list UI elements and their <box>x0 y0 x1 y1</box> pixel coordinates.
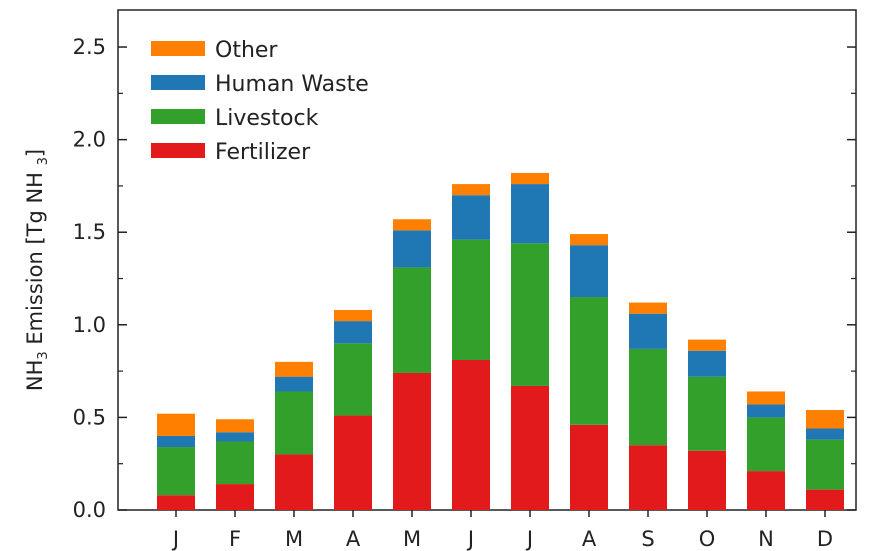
bar-livestock-8 <box>629 348 667 446</box>
legend-label-other: Other <box>215 38 278 63</box>
x-tick-label: M <box>285 527 303 551</box>
bar-fertilizer-3 <box>334 415 372 510</box>
bar-other-6 <box>511 172 549 185</box>
bar-human-waste-2 <box>275 376 313 392</box>
y-axis-label-post: ] <box>23 149 47 157</box>
bar-fertilizer-7 <box>570 424 608 510</box>
x-tick-label: M <box>403 527 421 551</box>
legend-swatch-fertilizer <box>151 143 205 158</box>
bar-other-1 <box>216 419 254 433</box>
bar-livestock-6 <box>511 243 549 386</box>
x-tick-label: J <box>525 527 533 551</box>
y-tick-label: 0.0 <box>73 498 106 522</box>
legend-label-fertilizer: Fertilizer <box>215 140 311 165</box>
bar-human-waste-10 <box>747 404 785 418</box>
y-axis-label-sub2: 3 <box>36 157 51 165</box>
bar-fertilizer-1 <box>216 484 254 510</box>
y-tick-label: 2.0 <box>73 128 106 152</box>
y-tick-label: 1.0 <box>73 313 106 337</box>
bar-human-waste-0 <box>157 435 195 448</box>
bar-livestock-4 <box>393 267 431 373</box>
bar-other-11 <box>806 410 844 429</box>
x-tick-label: A <box>346 527 361 551</box>
legend-label-livestock: Livestock <box>215 106 319 131</box>
bar-human-waste-6 <box>511 184 549 244</box>
bars-group <box>157 172 844 510</box>
legend-swatch-livestock <box>151 109 205 124</box>
legend-swatch-human-waste <box>151 75 205 90</box>
bar-fertilizer-9 <box>688 450 726 510</box>
bar-other-2 <box>275 361 313 377</box>
bar-human-waste-8 <box>629 313 667 349</box>
bar-livestock-7 <box>570 297 608 425</box>
y-ticks-group: 0.0 0.5 1.0 1.5 2.0 2.5 <box>73 35 856 522</box>
bar-fertilizer-8 <box>629 445 667 510</box>
legend-label-human-waste: Human Waste <box>215 72 369 97</box>
bar-livestock-0 <box>157 447 195 496</box>
bar-human-waste-5 <box>452 195 490 240</box>
bar-livestock-9 <box>688 376 726 451</box>
x-tick-label: J <box>171 527 179 551</box>
x-tick-label: S <box>641 527 654 551</box>
bar-livestock-10 <box>747 417 785 472</box>
x-tick-label: A <box>582 527 597 551</box>
x-tick-label: O <box>699 527 716 551</box>
bar-other-5 <box>452 184 490 196</box>
bar-other-3 <box>334 310 372 322</box>
bar-other-0 <box>157 413 195 436</box>
y-tick-label: 2.5 <box>73 35 106 59</box>
bar-other-10 <box>747 391 785 405</box>
bar-human-waste-3 <box>334 321 372 344</box>
bar-human-waste-7 <box>570 245 608 298</box>
bar-human-waste-1 <box>216 432 254 442</box>
bar-livestock-11 <box>806 439 844 490</box>
legend-swatch-other <box>151 41 205 56</box>
y-tick-label: 1.5 <box>73 220 106 244</box>
bar-fertilizer-4 <box>393 372 431 510</box>
y-axis-label-pre: NH <box>23 360 47 392</box>
bar-human-waste-9 <box>688 350 726 377</box>
y-tick-label: 0.5 <box>73 405 106 429</box>
x-tick-label: J <box>466 527 474 551</box>
bar-livestock-5 <box>452 239 490 360</box>
bar-human-waste-11 <box>806 428 844 440</box>
bar-fertilizer-6 <box>511 385 549 510</box>
bar-other-4 <box>393 219 431 231</box>
bar-livestock-1 <box>216 441 254 485</box>
plot-area: 0.0 0.5 1.0 1.5 2.0 2.5 J F M A M J J A S O N D <box>73 9 857 551</box>
bar-other-9 <box>688 339 726 351</box>
y-axis-label-sub1: 3 <box>36 351 51 359</box>
bar-fertilizer-2 <box>275 454 313 510</box>
x-tick-label: F <box>229 527 241 551</box>
legend: Other Human Waste Livestock Fertilizer <box>151 38 369 165</box>
bar-fertilizer-5 <box>452 360 490 510</box>
y-axis-label-mid: Emission [Tg NH <box>23 165 47 351</box>
bar-fertilizer-11 <box>806 489 844 510</box>
x-tick-label: N <box>758 527 774 551</box>
bar-other-7 <box>570 234 608 246</box>
y-axis-label: NH3 Emission [Tg NH 3] <box>23 149 51 391</box>
bar-human-waste-4 <box>393 230 431 268</box>
x-tick-label: D <box>817 527 833 551</box>
bar-other-8 <box>629 302 667 314</box>
bar-livestock-2 <box>275 391 313 455</box>
bar-fertilizer-0 <box>157 495 195 510</box>
bar-livestock-3 <box>334 343 372 416</box>
bar-fertilizer-10 <box>747 471 785 510</box>
